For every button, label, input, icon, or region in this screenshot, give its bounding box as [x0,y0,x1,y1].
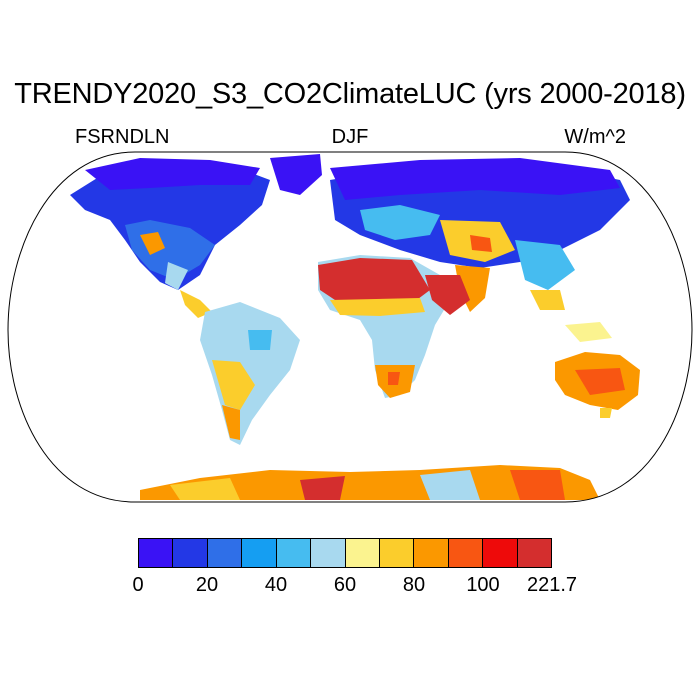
australia [555,322,640,418]
variable-label: FSRNDLN [75,126,170,148]
colorbar-swatch-3 [242,539,277,567]
colorbar-swatch-1 [173,539,208,567]
colorbar-swatch-8 [414,539,449,567]
colorbar-swatch-7 [379,539,415,567]
map-boundary [7,151,693,503]
colorbar-swatch-6 [345,539,380,567]
season-label: DJF [331,126,369,148]
colorbar-swatch-4 [276,539,312,567]
colorbar-swatch-9 [448,539,484,567]
colorbar-tick-label: 0 [132,574,144,596]
colorbar-tick-label: 221.7 [526,574,578,596]
colorbar-swatch-0 [139,539,174,567]
colorbar-swatch-10 [483,539,518,567]
africa [318,255,470,398]
colorbar-tick-label: 40 [264,574,288,596]
south-america [200,302,300,445]
colorbar-tick-label: 20 [195,574,219,596]
colorbar-tick-label: 80 [402,574,426,596]
colorbar-swatch-11 [517,539,552,567]
eurasia [330,158,630,312]
colorbar-tick-label: 60 [333,574,357,596]
colorbar-tick-label: 100 [466,574,500,596]
map-title: TRENDY2020_S3_CO2ClimateLUC (yrs 2000-20… [14,78,686,110]
colorbar-swatch-2 [207,539,243,567]
antarctica [140,465,600,500]
colorbar-swatch-5 [311,539,346,567]
colorbar [138,538,552,568]
north-america [70,154,322,318]
units-label: W/m^2 [564,126,626,148]
